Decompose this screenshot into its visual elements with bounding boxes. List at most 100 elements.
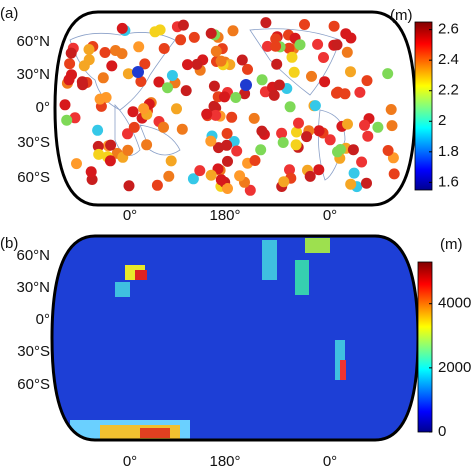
station-dot bbox=[342, 118, 353, 130]
station-dot bbox=[255, 144, 267, 156]
station-dot bbox=[309, 100, 321, 112]
lat-label: 60°S bbox=[17, 376, 50, 393]
station-dot bbox=[306, 70, 317, 82]
station-dot bbox=[226, 111, 238, 123]
station-dot bbox=[99, 47, 111, 58]
map-frame bbox=[50, 234, 420, 442]
station-dot bbox=[339, 88, 351, 100]
station-dot bbox=[215, 55, 227, 67]
station-dot bbox=[133, 41, 145, 53]
station-dot bbox=[359, 119, 370, 131]
lon-label: 180° bbox=[209, 453, 240, 470]
station-dot bbox=[270, 40, 282, 52]
station-dot bbox=[205, 135, 217, 147]
station-dot bbox=[328, 20, 340, 32]
station-dot bbox=[284, 101, 296, 113]
station-dot bbox=[388, 168, 400, 180]
station-dot bbox=[222, 155, 233, 167]
station-dot bbox=[234, 170, 246, 182]
lat-label: 30°N bbox=[16, 279, 50, 296]
lon-label: 0° bbox=[323, 207, 337, 224]
unit-label: (m) bbox=[390, 7, 413, 24]
colorbar-tick-label: 0 bbox=[438, 423, 446, 440]
station-dot bbox=[122, 144, 134, 156]
station-dot bbox=[361, 177, 372, 189]
lat-label: 0° bbox=[36, 99, 50, 116]
station-dot bbox=[240, 79, 252, 91]
lat-label: 60°N bbox=[16, 33, 50, 50]
station-dot bbox=[63, 74, 75, 86]
station-dot bbox=[210, 109, 222, 121]
station-dot bbox=[166, 70, 178, 81]
station-dot bbox=[180, 85, 192, 97]
station-dot bbox=[356, 156, 368, 168]
lon-label: 0° bbox=[123, 207, 137, 224]
lon-label: 0° bbox=[323, 453, 337, 470]
station-dot bbox=[135, 76, 147, 87]
station-dot bbox=[249, 155, 261, 166]
station-dot bbox=[313, 164, 325, 176]
station-dot bbox=[348, 167, 360, 179]
colorbar bbox=[417, 261, 433, 433]
station-dot bbox=[345, 66, 356, 78]
station-dot bbox=[187, 173, 199, 185]
lon-label: 180° bbox=[209, 207, 240, 224]
station-dot bbox=[221, 128, 233, 139]
lat-label: 30°S bbox=[17, 343, 50, 360]
station-dot bbox=[116, 22, 128, 34]
station-dot bbox=[191, 58, 203, 70]
station-dot bbox=[276, 127, 288, 139]
station-dot bbox=[256, 74, 268, 86]
station-dot bbox=[304, 170, 316, 182]
station-dot bbox=[139, 58, 151, 70]
station-dot bbox=[236, 54, 248, 66]
map-fill bbox=[52, 236, 418, 440]
station-dot bbox=[301, 131, 313, 143]
station-dot bbox=[158, 121, 169, 133]
colorbar-tick-label: 2000 bbox=[438, 359, 471, 376]
colorbar-tick-label: 2.2 bbox=[438, 82, 459, 99]
station-dot bbox=[347, 144, 359, 156]
station-dot bbox=[242, 63, 253, 75]
station-dot bbox=[386, 120, 398, 132]
station-dot bbox=[65, 47, 77, 59]
station-dot bbox=[332, 146, 343, 158]
station-dot bbox=[105, 139, 117, 151]
station-dot bbox=[294, 39, 306, 51]
colorbar-tick-label: 2 bbox=[438, 112, 446, 129]
station-dot bbox=[227, 25, 239, 37]
station-dot bbox=[64, 58, 76, 70]
station-dot bbox=[319, 76, 331, 88]
station-dot bbox=[341, 46, 353, 58]
station-dot bbox=[92, 140, 104, 152]
station-dot bbox=[205, 169, 217, 181]
lat-label: 60°N bbox=[16, 247, 50, 264]
station-dot bbox=[362, 130, 374, 142]
coastlines bbox=[69, 28, 346, 181]
colorbar-tick-label: 1.6 bbox=[438, 173, 459, 190]
station-dot bbox=[331, 39, 343, 51]
station-dot bbox=[208, 100, 220, 112]
station-dot bbox=[286, 51, 298, 63]
station-dot bbox=[290, 139, 302, 151]
station-dot bbox=[382, 68, 394, 80]
station-dot bbox=[208, 80, 220, 92]
lon-label: 0° bbox=[123, 453, 137, 470]
station-dot bbox=[171, 103, 182, 115]
station-dot bbox=[153, 76, 165, 88]
station-dot bbox=[83, 54, 95, 66]
station-dot bbox=[141, 139, 153, 151]
station-dot bbox=[271, 58, 283, 70]
station-dot bbox=[312, 38, 324, 50]
panel-label: (a) bbox=[0, 5, 18, 22]
station-dot bbox=[176, 123, 188, 135]
panel-label: (b) bbox=[0, 235, 18, 252]
unit-label: (m) bbox=[440, 236, 463, 253]
station-dot bbox=[194, 165, 206, 177]
station-dot bbox=[221, 139, 233, 151]
station-dot bbox=[205, 27, 217, 39]
station-dot bbox=[128, 121, 140, 133]
station-dot bbox=[345, 178, 357, 190]
station-dot bbox=[83, 44, 95, 55]
